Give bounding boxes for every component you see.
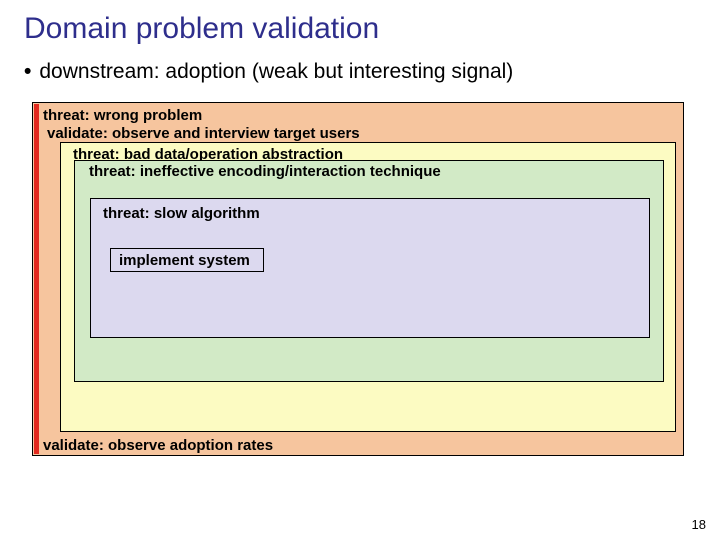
bullet-row: • downstream: adoption (weak but interes… (24, 60, 696, 84)
layer-outer-text: validate: observe adoption rates (43, 437, 273, 454)
layer-outer-text: validate: observe and interview target u… (47, 125, 360, 142)
slide: Domain problem validation • downstream: … (0, 0, 720, 540)
bullet-dot: • (24, 60, 31, 84)
layer-implement: implement system (110, 248, 264, 272)
layer-implement-text: implement system (119, 252, 250, 269)
bullet-text: downstream: adoption (weak but interesti… (39, 60, 513, 84)
slide-title: Domain problem validation (24, 12, 696, 46)
layer-green-text: threat: ineffective encoding/interaction… (89, 163, 441, 180)
nested-diagram: threat: wrong problemvalidate: observe a… (32, 102, 684, 456)
layer-outer-text: threat: wrong problem (43, 107, 202, 124)
layer-lavender-text: threat: slow algorithm (103, 205, 260, 222)
highlight-bar (34, 104, 39, 454)
page-number: 18 (692, 517, 706, 532)
